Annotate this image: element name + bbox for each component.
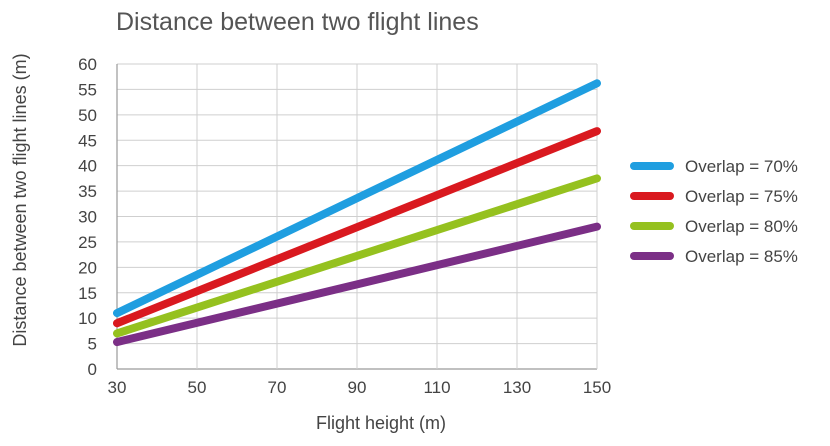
legend-label: Overlap = 70% [685, 157, 798, 176]
chart-title: Distance between two flight lines [116, 8, 479, 36]
y-tick-label: 30 [78, 208, 97, 227]
y-tick-label: 55 [78, 80, 97, 99]
x-axis-label: Flight height (m) [316, 413, 446, 433]
series-lines [113, 79, 601, 347]
series-line [113, 127, 601, 328]
x-tick-label: 50 [188, 378, 207, 397]
y-tick-label: 35 [78, 182, 97, 201]
series-line [113, 79, 601, 318]
y-tick-label: 40 [78, 157, 97, 176]
x-tick-label: 110 [423, 378, 450, 397]
grid [116, 63, 598, 370]
y-tick-label: 45 [78, 131, 97, 150]
y-tick-label: 50 [78, 106, 97, 125]
series-line [113, 174, 601, 338]
x-tick-label: 130 [503, 378, 531, 397]
x-tick-label: 70 [268, 378, 287, 397]
x-tick-label: 150 [583, 378, 611, 397]
legend: Overlap = 70% Overlap = 75% Overlap = 80% O… [630, 157, 798, 266]
y-tick-label: 5 [88, 335, 97, 354]
y-tick-label: 60 [78, 55, 97, 74]
y-tick-label: 25 [78, 233, 97, 252]
legend-label: Overlap = 85% [685, 247, 798, 266]
legend-label: Overlap = 80% [685, 217, 798, 236]
y-tick-label: 0 [88, 360, 97, 379]
y-tick-label: 20 [78, 258, 97, 277]
y-tick-label: 15 [78, 284, 97, 303]
y-axis-label: Distance between two flight lines (m) [10, 53, 30, 346]
legend-label: Overlap = 75% [685, 187, 798, 206]
x-tick-label: 30 [108, 378, 127, 397]
y-tick-label: 10 [78, 309, 97, 328]
tick-labels: 0 5 10 15 20 25 30 35 40 45 50 55 60 30 50 70 90 110 130 15… [78, 55, 611, 397]
x-tick-label: 90 [348, 378, 367, 397]
series-line [113, 222, 601, 347]
